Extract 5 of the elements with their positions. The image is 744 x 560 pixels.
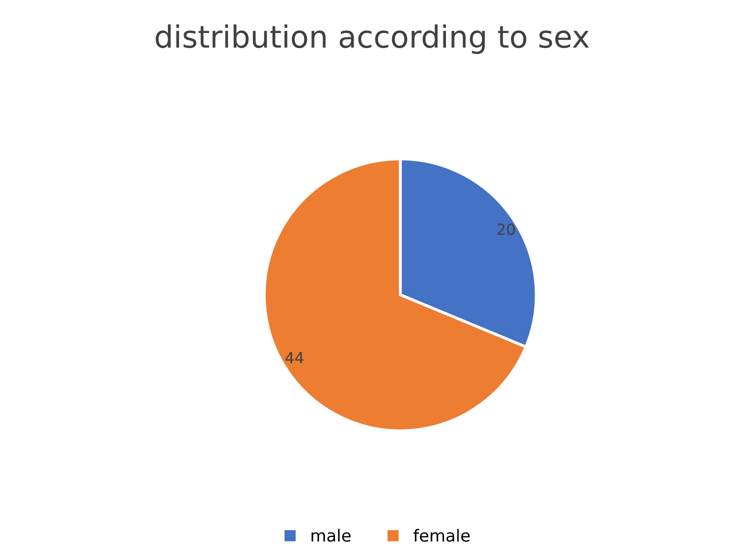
legend-label: male: [312, 528, 351, 542]
legend-label: female: [413, 528, 470, 542]
chart-title: distribution according to sex: [156, 24, 589, 54]
data-label: 44: [285, 352, 304, 364]
data-label: 20: [497, 224, 515, 236]
